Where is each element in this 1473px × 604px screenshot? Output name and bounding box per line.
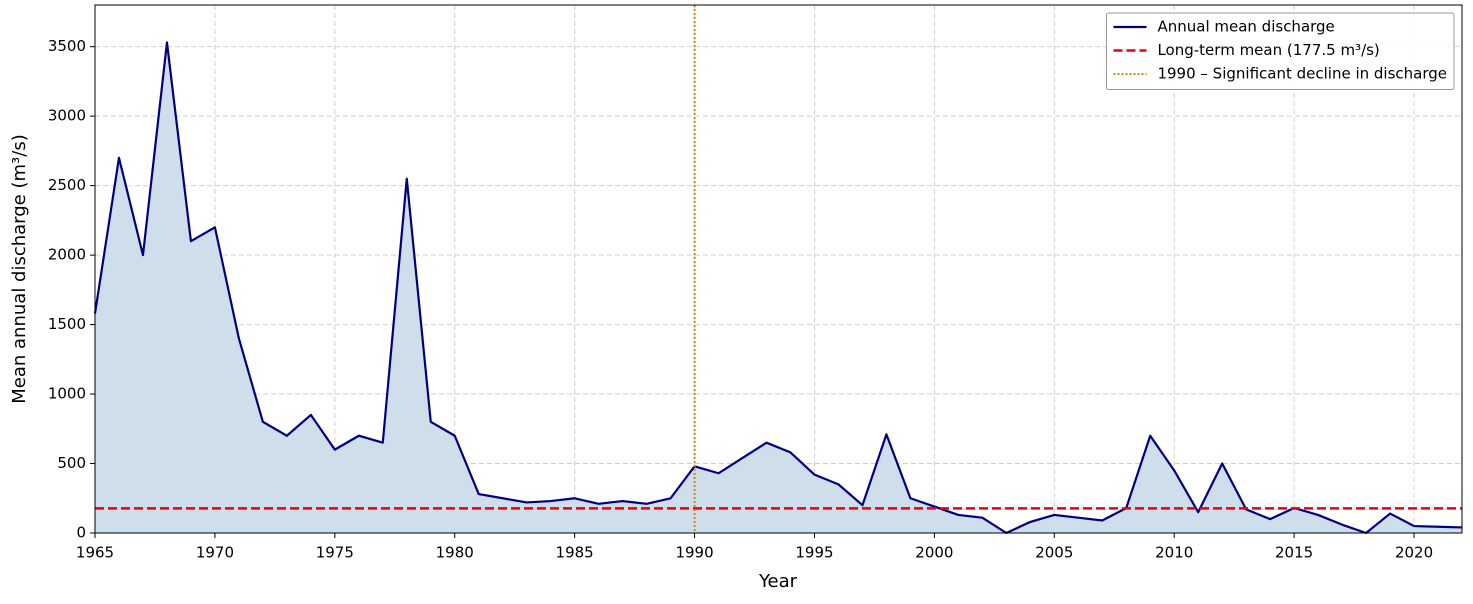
x-tick-label: 2000 [915,544,953,562]
y-axis-label: Mean annual discharge (m³/s) [9,134,30,403]
legend-label: 1990 – Significant decline in discharge [1157,65,1447,83]
x-tick-label: 1980 [436,544,474,562]
y-tick-label: 1000 [48,385,86,403]
line [93,41,1463,535]
y-tick-label: 3000 [48,107,86,125]
area [95,42,1462,534]
legend-label: Annual mean discharge [1157,18,1334,36]
x-tick-label: 1995 [795,544,833,562]
x-tick-label: 2005 [1035,544,1073,562]
y-tick-label: 3500 [48,37,86,55]
y-tick-label: 2000 [48,246,86,264]
x-tick-label: 2010 [1155,544,1193,562]
legend-label: Long-term mean (177.5 m³/s) [1157,41,1379,59]
y-tick-label: 0 [76,524,86,542]
legend-box [1105,12,1455,90]
x-tick-label: 1985 [556,544,594,562]
plot-frame [94,4,1463,534]
x-tick-label: 2020 [1395,544,1433,562]
y-tick-label: 500 [57,454,86,472]
y-tick-label: 2500 [48,176,86,194]
x-tick-label: 1970 [196,544,234,562]
x-tick-label: 2015 [1275,544,1313,562]
x-axis-label: Year [758,571,798,592]
y-tick-label: 1500 [48,315,86,333]
legend: Annual mean discharge Long-term mean (177… [1105,12,1455,90]
x-tick-label: 1975 [316,544,354,562]
x-tick-label: 1990 [675,544,713,562]
x-tick-label: 1965 [76,544,114,562]
